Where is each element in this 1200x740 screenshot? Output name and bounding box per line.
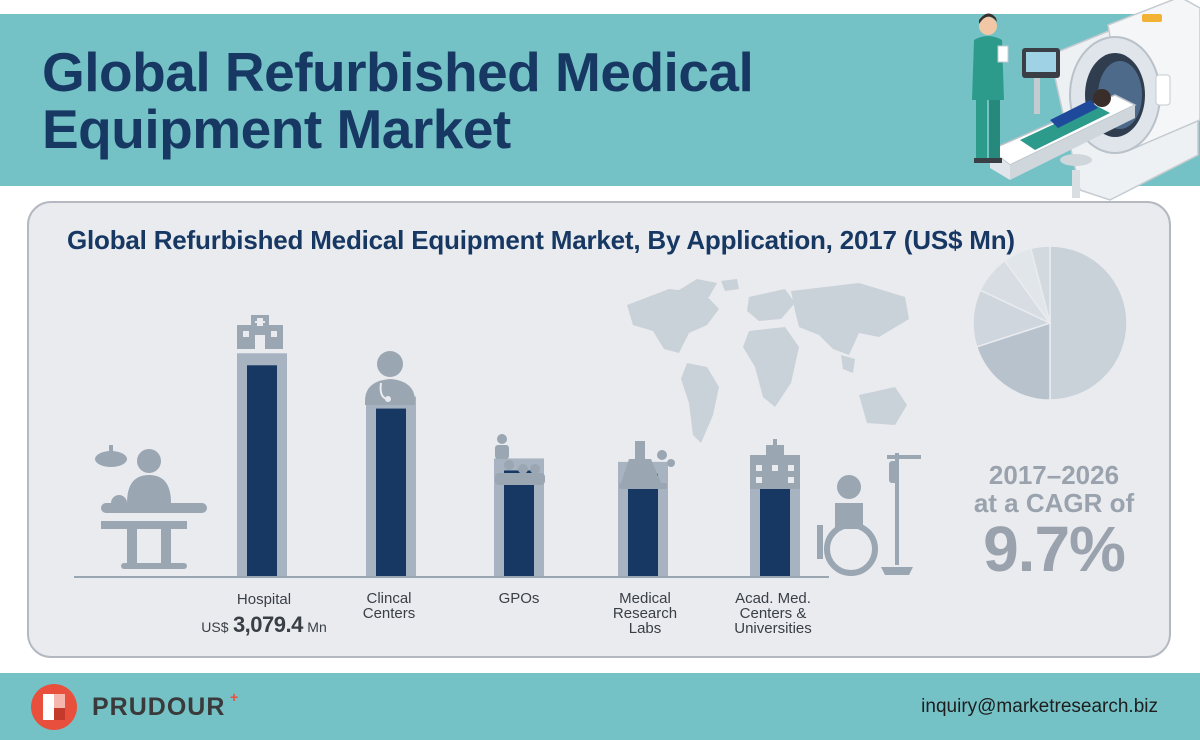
surgeon-operating-table-icon [95,445,207,569]
wheelchair-iv-stand-icon [817,453,921,576]
prudour-logo-icon [31,684,77,730]
bar-clinical-centers [376,408,406,577]
cagr-years: 2017–2026 [988,460,1120,490]
footer: PRUDOUR + inquiry@marketresearch.biz [0,673,1200,740]
bar-hospital [247,365,277,577]
bars-layer [237,353,800,577]
pie-chart [972,245,1128,401]
lab-flask-icon [619,441,675,489]
value-number: 3,079.4 [232,612,303,637]
category-label-academic-centers: Acad. Med. Centers & Universities [734,590,812,637]
bar-academic-centers [760,476,790,577]
cagr-period: 2017–2026 at a CAGR of [969,461,1139,517]
category-label-clinical-centers: Clincal Centers [362,590,416,622]
world-map-icon [627,279,909,443]
doctor-stethoscope-icon [365,351,415,405]
bar-chart [74,245,1128,578]
cagr-caption: at a CAGR of [973,488,1135,518]
chart-panel: Global Refurbished Medical Equipment Mar… [27,201,1171,658]
brand-name: PRUDOUR [92,693,226,721]
page-title-line-1: Global Refurbished Medical [42,41,754,103]
pie-slice-5 [1029,245,1051,324]
header: Global Refurbished Medical Equipment Mar… [0,0,1200,201]
pie-slice-1 [975,321,1051,401]
category-label-medical-research-labs: Medical Research Labs [612,590,678,637]
category-label-gpos: GPOs [498,590,540,607]
university-building-icon [750,439,800,489]
contact-email[interactable]: inquiry@marketresearch.biz [921,696,1158,717]
bar-gpos [504,470,534,577]
brand-mark: + [230,689,239,705]
category-label-hospital: Hospital [236,591,292,608]
cagr-value: 9.7% [983,513,1126,585]
value-suffix: Mn [307,619,327,635]
hospital-building-icon [237,315,283,349]
chart-title: Global Refurbished Medical Equipment Mar… [67,225,1015,255]
page-title: Global Refurbished Medical Equipment Mar… [42,44,862,158]
doctor-with-mri-scanner-icon [972,0,1200,201]
hospital-value-label: US$ 3,079.4 Mn [179,612,349,638]
page-title-line-2: Equipment Market [42,98,511,160]
value-prefix: US$ [201,619,229,635]
group-people-icon [495,434,545,485]
pie-slice-0 [1049,245,1128,401]
bar-medical-research-labs [628,473,658,577]
